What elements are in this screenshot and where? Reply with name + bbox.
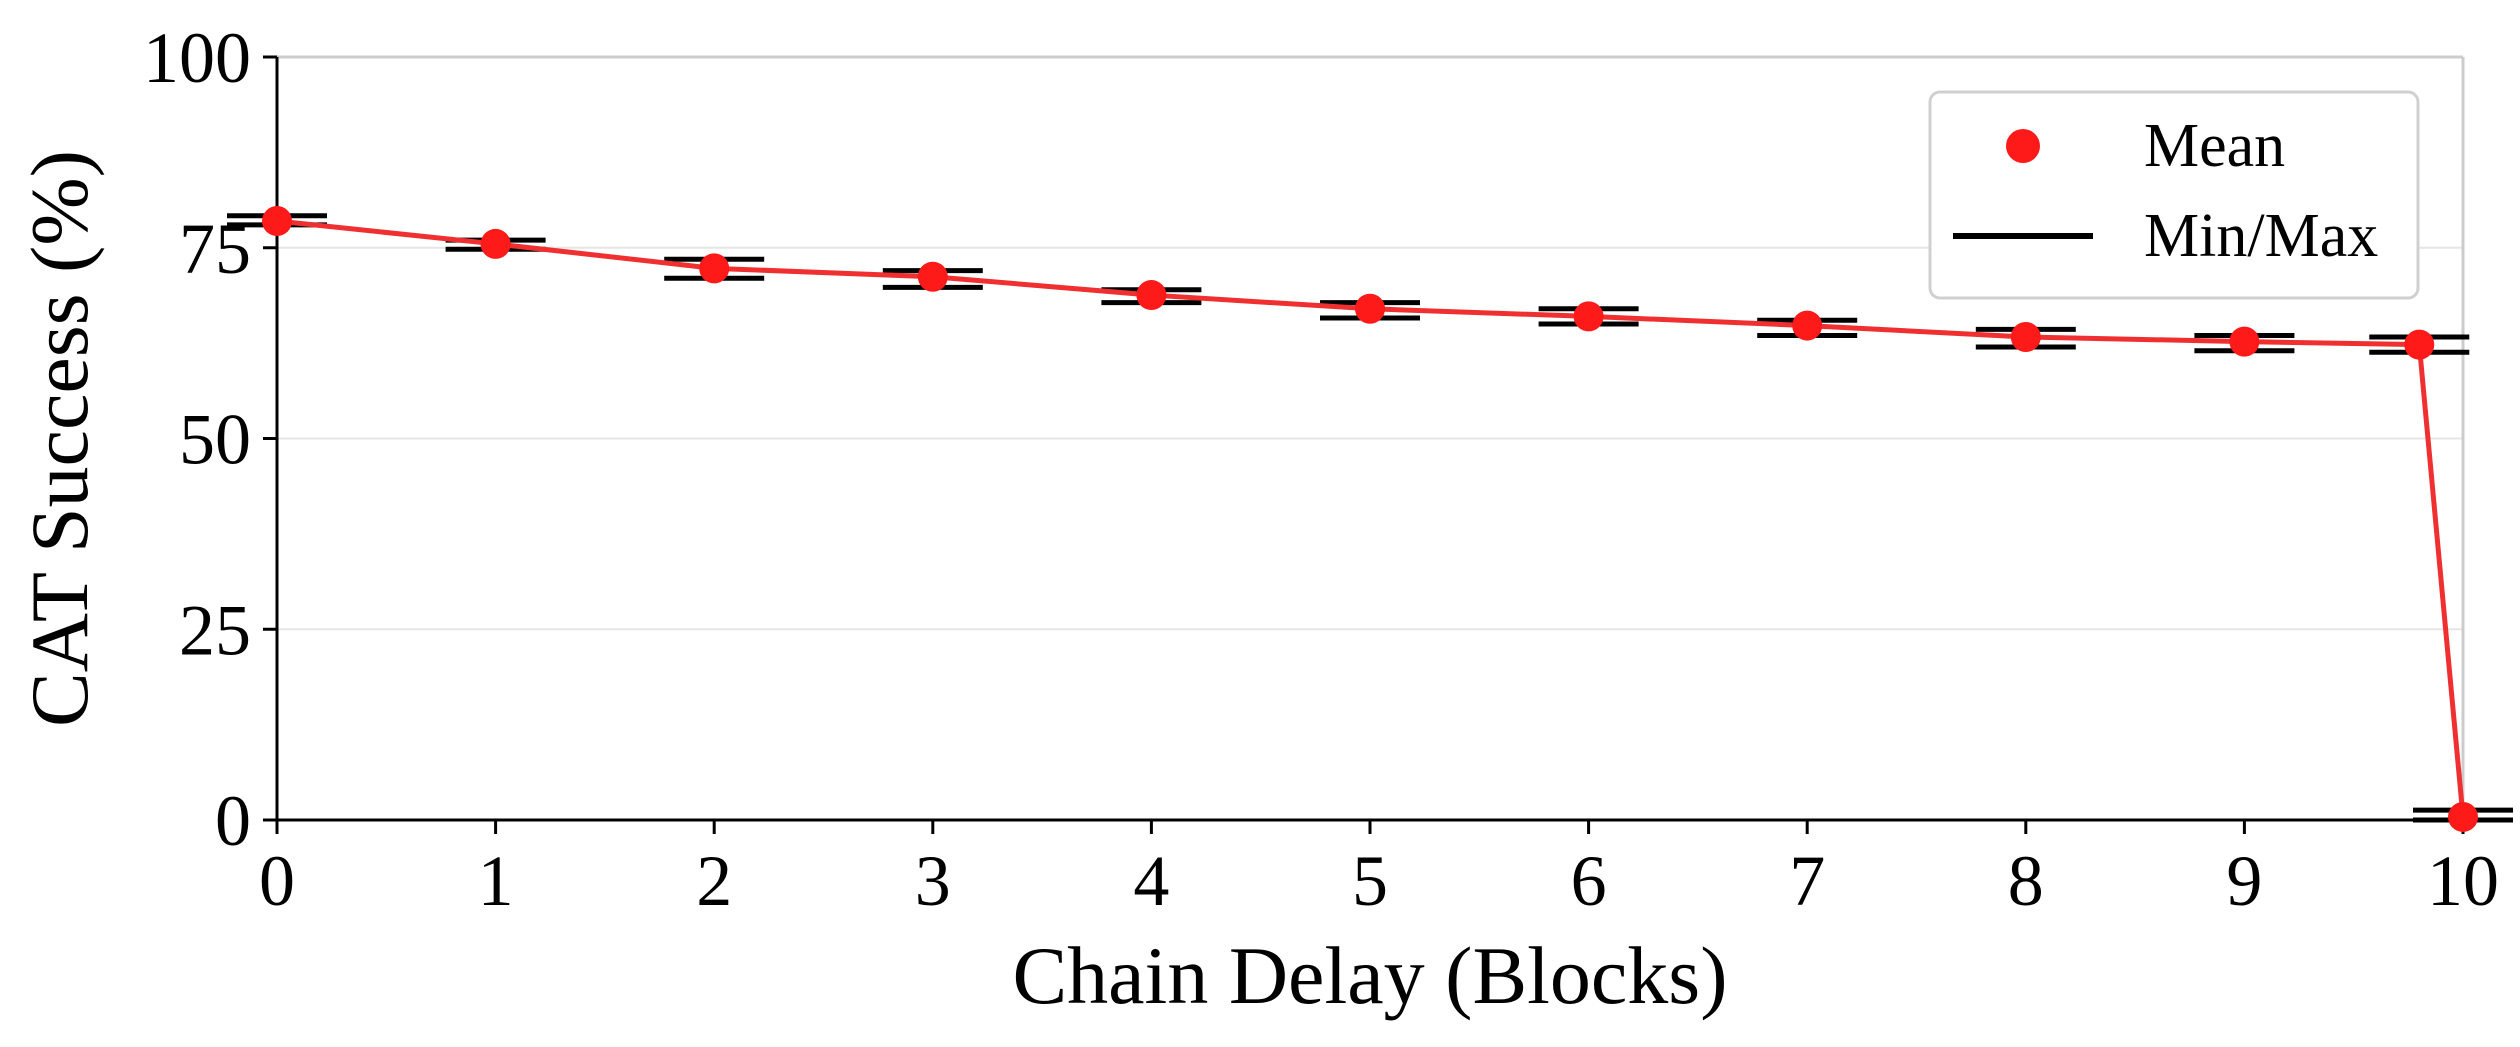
legend: Mean Min/Max xyxy=(1928,90,2420,300)
x-tick-label: 1 xyxy=(478,841,514,921)
y-tick-label: 100 xyxy=(143,18,251,98)
mean-point xyxy=(2010,322,2041,353)
legend-mean-marker xyxy=(2006,129,2040,163)
mean-point xyxy=(262,206,292,237)
x-axis-ticks: 0 1 2 3 4 5 6 7 8 9 10 xyxy=(259,820,2499,921)
mean-line xyxy=(276,218,2466,818)
legend-minmax-label: Min/Max xyxy=(2144,202,2378,270)
mean-point xyxy=(1355,293,1385,324)
mean-point xyxy=(1573,301,1604,332)
x-tick-label: 8 xyxy=(2008,841,2044,921)
y-tick-label: 25 xyxy=(179,590,251,670)
mean-point xyxy=(1136,280,1167,311)
series-layer xyxy=(227,206,2513,832)
y-axis-label: CAT Success (%) xyxy=(14,150,105,727)
x-tick-label: 0 xyxy=(259,841,295,921)
mean-point xyxy=(917,261,948,292)
legend-box xyxy=(1928,90,2420,300)
x-tick-label: 10 xyxy=(2427,841,2499,921)
y-tick-label: 75 xyxy=(179,209,251,289)
mean-point xyxy=(2448,801,2478,832)
x-tick-label: 3 xyxy=(915,841,951,921)
mean-point xyxy=(2229,326,2260,357)
mean-point xyxy=(699,253,730,284)
x-tick-label: 4 xyxy=(1133,841,1169,921)
y-tick-label: 0 xyxy=(215,781,251,861)
x-tick-label: 5 xyxy=(1352,841,1388,921)
mean-point xyxy=(2404,329,2435,360)
x-tick-label: 7 xyxy=(1789,841,1825,921)
mean-point xyxy=(480,228,511,259)
x-tick-label: 6 xyxy=(1571,841,1607,921)
y-tick-label: 50 xyxy=(179,400,251,480)
legend-mean-label: Mean xyxy=(2144,112,2285,180)
x-tick-label: 9 xyxy=(2226,841,2262,921)
x-tick-label: 2 xyxy=(696,841,732,921)
x-axis-label: Chain Delay (Blocks) xyxy=(1012,930,1727,1021)
mean-point xyxy=(1792,310,1823,341)
y-axis-ticks: 0 25 50 75 100 xyxy=(143,18,277,861)
